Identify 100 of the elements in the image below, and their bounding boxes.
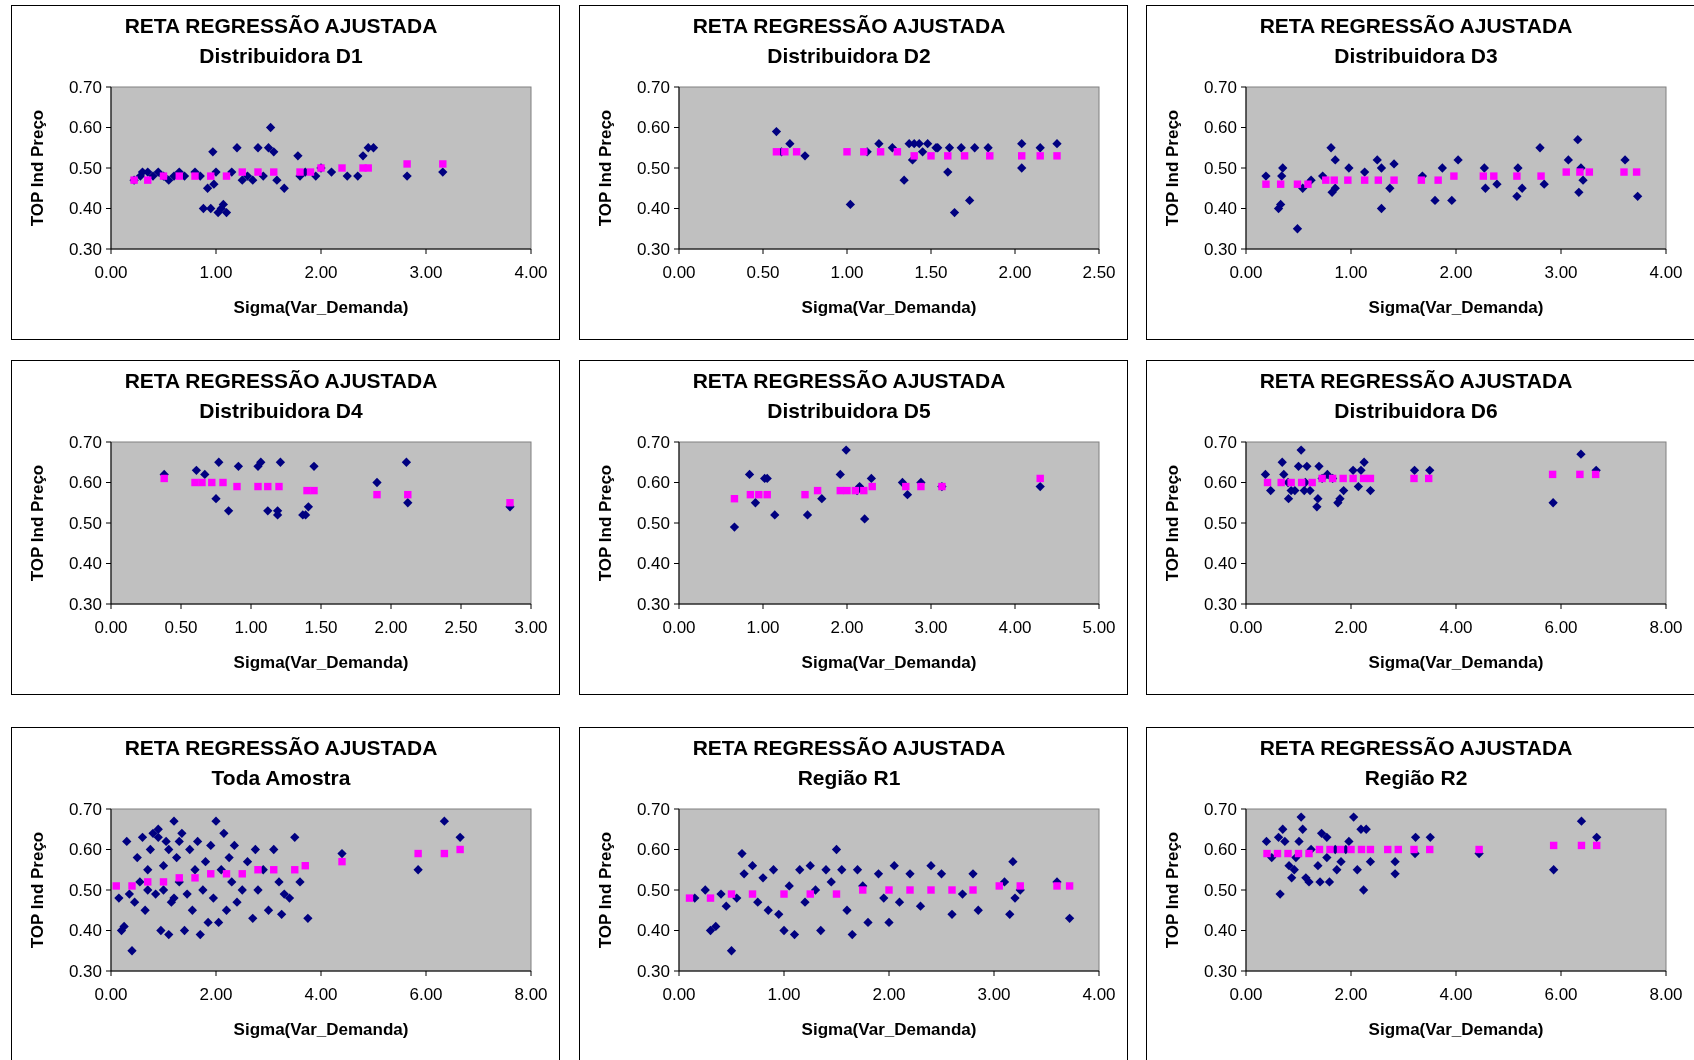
x-tick-label: 0.00	[1229, 263, 1263, 282]
y-tick-label: 0.70	[1203, 799, 1237, 819]
y-tick-label: 0.70	[636, 432, 670, 452]
x-tick-label: 0.00	[662, 618, 696, 637]
x-tick-label: 6.00	[1544, 618, 1578, 637]
y-axis-title: TOP Ind Preço	[596, 464, 615, 582]
x-tick-label: 2.00	[1334, 618, 1368, 637]
y-tick-label: 0.40	[68, 921, 102, 941]
y-tick-label: 0.50	[1203, 158, 1237, 178]
x-tick-label: 8.00	[514, 985, 548, 1004]
y-tick-label: 0.30	[1203, 594, 1237, 614]
y-axis-title: TOP Ind Preço	[596, 831, 615, 949]
y-tick-label: 0.60	[636, 840, 670, 860]
x-tick-label: 1.00	[199, 263, 233, 282]
y-tick-label: 0.40	[636, 199, 670, 219]
x-axis-title: Sigma(Var_Demanda)	[1368, 653, 1544, 672]
x-tick-label: 0.00	[94, 985, 128, 1004]
x-tick-label: 5.00	[1082, 618, 1116, 637]
y-tick-label: 0.60	[1203, 473, 1237, 493]
x-tick-label: 2.00	[1334, 985, 1368, 1004]
chart-subtitle: Distribuidora D3	[1334, 44, 1498, 67]
chart-subtitle: Distribuidora D1	[199, 44, 363, 67]
x-tick-label: 0.00	[662, 263, 696, 282]
chart-subtitle: Distribuidora D2	[767, 44, 931, 67]
x-tick-label: 2.00	[374, 618, 408, 637]
x-axis-title: Sigma(Var_Demanda)	[233, 1020, 409, 1039]
y-tick-label: 0.70	[636, 77, 670, 97]
y-tick-label: 0.60	[68, 118, 102, 138]
chart-title: RETA REGRESSÃO AJUSTADA	[124, 369, 438, 392]
x-tick-label: 8.00	[1649, 985, 1683, 1004]
y-tick-label: 0.30	[1203, 239, 1237, 259]
x-tick-label: 2.00	[1439, 263, 1473, 282]
x-tick-label: 4.00	[998, 618, 1032, 637]
y-tick-label: 0.30	[636, 961, 670, 981]
x-tick-label: 1.00	[767, 985, 801, 1004]
x-axis-title: Sigma(Var_Demanda)	[801, 653, 977, 672]
x-tick-label: 2.00	[199, 985, 233, 1004]
y-tick-label: 0.60	[1203, 118, 1237, 138]
x-tick-label: 0.00	[94, 618, 128, 637]
x-tick-label: 4.00	[1649, 263, 1683, 282]
y-tick-label: 0.60	[68, 840, 102, 860]
y-tick-label: 0.30	[1203, 961, 1237, 981]
y-tick-label: 0.70	[1203, 432, 1237, 452]
x-tick-label: 0.50	[746, 263, 780, 282]
x-tick-label: 3.00	[914, 618, 948, 637]
x-tick-label: 3.00	[409, 263, 443, 282]
y-tick-label: 0.70	[1203, 77, 1237, 97]
x-tick-label: 0.00	[94, 263, 128, 282]
chart-subtitle: Toda Amostra	[211, 766, 351, 789]
chart-subtitle: Distribuidora D4	[199, 399, 363, 422]
chart-subtitle: Distribuidora D6	[1334, 399, 1498, 422]
y-tick-label: 0.70	[68, 432, 102, 452]
y-tick-label: 0.50	[68, 513, 102, 533]
x-tick-label: 2.00	[998, 263, 1032, 282]
x-tick-label: 1.50	[304, 618, 338, 637]
y-axis-title: TOP Ind Preço	[28, 109, 47, 227]
y-tick-label: 0.50	[68, 880, 102, 900]
y-tick-label: 0.40	[636, 554, 670, 574]
y-axis-title: TOP Ind Preço	[1163, 831, 1182, 949]
x-tick-label: 0.50	[164, 618, 198, 637]
chart-title: RETA REGRESSÃO AJUSTADA	[1259, 736, 1573, 759]
y-tick-label: 0.60	[636, 118, 670, 138]
y-tick-label: 0.30	[68, 239, 102, 259]
y-tick-label: 0.60	[1203, 840, 1237, 860]
y-tick-label: 0.30	[636, 239, 670, 259]
x-tick-label: 1.00	[234, 618, 268, 637]
x-tick-label: 4.00	[304, 985, 338, 1004]
y-tick-label: 0.40	[68, 554, 102, 574]
x-tick-label: 6.00	[1544, 985, 1578, 1004]
x-tick-label: 2.50	[1082, 263, 1116, 282]
x-axis-title: Sigma(Var_Demanda)	[233, 298, 409, 317]
y-axis-title: TOP Ind Preço	[1163, 109, 1182, 227]
chart-title: RETA REGRESSÃO AJUSTADA	[1259, 369, 1573, 392]
x-tick-label: 8.00	[1649, 618, 1683, 637]
x-tick-label: 2.00	[304, 263, 338, 282]
x-axis-title: Sigma(Var_Demanda)	[1368, 298, 1544, 317]
x-tick-label: 0.00	[662, 985, 696, 1004]
x-tick-label: 2.00	[872, 985, 906, 1004]
y-tick-label: 0.40	[68, 199, 102, 219]
y-tick-label: 0.60	[636, 473, 670, 493]
x-tick-label: 1.00	[830, 263, 864, 282]
y-axis-title: TOP Ind Preço	[596, 109, 615, 227]
x-tick-label: 4.00	[1439, 985, 1473, 1004]
chart-subtitle: Região R1	[797, 766, 901, 789]
y-tick-label: 0.40	[1203, 554, 1237, 574]
y-tick-label: 0.50	[1203, 880, 1237, 900]
x-tick-label: 1.00	[1334, 263, 1368, 282]
x-tick-label: 0.00	[1229, 618, 1263, 637]
y-tick-label: 0.50	[636, 513, 670, 533]
y-tick-label: 0.50	[636, 880, 670, 900]
y-tick-label: 0.30	[636, 594, 670, 614]
chart-title: RETA REGRESSÃO AJUSTADA	[1259, 14, 1573, 37]
x-tick-label: 4.00	[514, 263, 548, 282]
y-tick-label: 0.30	[68, 594, 102, 614]
y-tick-label: 0.40	[636, 921, 670, 941]
chart-title: RETA REGRESSÃO AJUSTADA	[692, 14, 1006, 37]
y-tick-label: 0.50	[68, 158, 102, 178]
y-axis-title: TOP Ind Preço	[28, 464, 47, 582]
y-tick-label: 0.70	[636, 799, 670, 819]
y-tick-label: 0.70	[68, 799, 102, 819]
